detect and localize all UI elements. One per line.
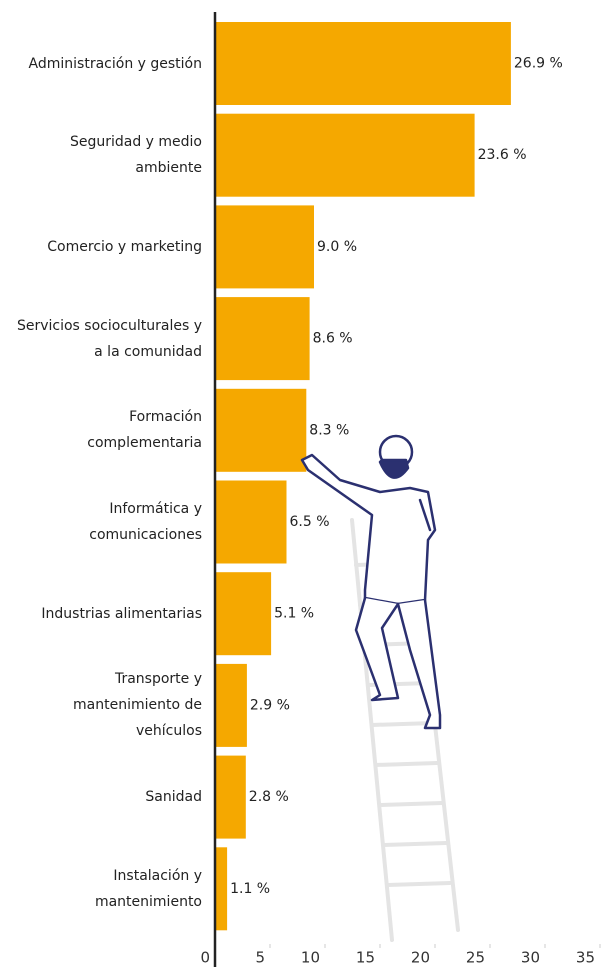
value-label: 8.6 % (313, 331, 353, 347)
category-label: Seguridad y medio ambiente (69, 134, 202, 177)
category-label: Transporte y mantenimiento de vehículos (73, 671, 202, 740)
value-label: 1.1 % (230, 881, 270, 897)
category-label: Formación complementaria (87, 409, 202, 452)
bar (215, 297, 310, 381)
bar (215, 113, 475, 197)
value-label: 2.9 % (250, 697, 290, 713)
bar (215, 663, 247, 747)
category-label: Industrias alimentarias (41, 605, 202, 622)
x-tick-label: 35 (576, 949, 595, 967)
bar (215, 847, 228, 931)
value-label: 6.5 % (290, 514, 330, 530)
illustration (300, 434, 460, 942)
value-label: 9.0 % (317, 239, 357, 255)
bar (215, 480, 287, 564)
x-tick-label: 5 (255, 949, 265, 967)
value-label: 23.6 % (478, 147, 527, 163)
category-label: Informática y comunicaciones (89, 501, 202, 543)
category-label: Comercio y marketing (47, 238, 202, 255)
x-tick-label: 30 (521, 949, 540, 967)
category-label: Administración y gestión (28, 55, 202, 72)
bar (215, 388, 307, 472)
x-tick-label: 0 (200, 949, 210, 967)
bar (215, 205, 314, 289)
value-label: 8.3 % (309, 422, 349, 438)
bar (215, 755, 246, 839)
value-label: 5.1 % (274, 606, 314, 622)
category-label: Servicios socioculturales y a la comunid… (16, 317, 202, 360)
x-tick-label: 20 (411, 949, 430, 967)
value-label: 2.8 % (249, 789, 289, 805)
category-label: Instalación y mantenimiento (94, 867, 202, 910)
bar (215, 572, 272, 656)
value-label: 26.9 % (514, 56, 563, 72)
x-tick-label: 25 (466, 949, 485, 967)
category-label: Sanidad (145, 789, 202, 806)
x-tick-label: 10 (301, 949, 320, 967)
x-tick-label: 15 (356, 949, 375, 967)
bar (215, 22, 511, 105)
